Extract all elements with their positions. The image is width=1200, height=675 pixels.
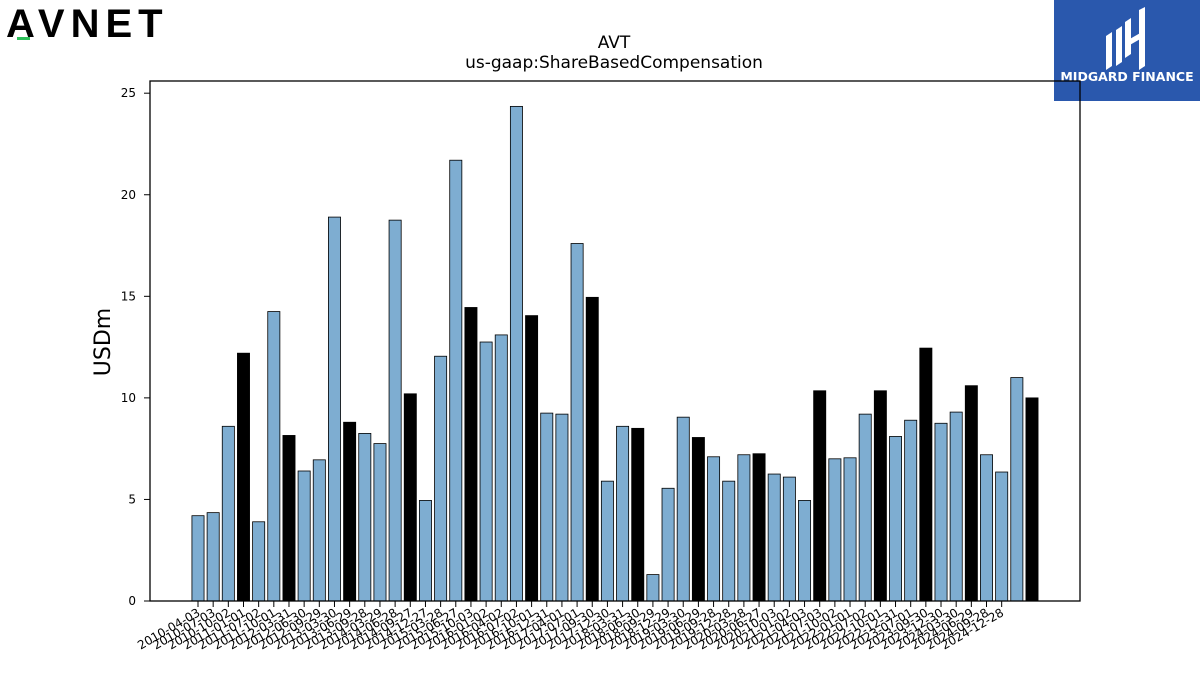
bar — [616, 425, 630, 602]
bars-group — [191, 105, 1039, 602]
bar — [889, 436, 902, 602]
avnet-logo-accent — [17, 37, 30, 40]
bar — [934, 422, 948, 602]
bar — [252, 521, 266, 602]
y-tick-label: 5 — [128, 492, 136, 506]
y-tick-label: 20 — [121, 188, 136, 202]
bar — [267, 311, 281, 602]
bar — [782, 476, 796, 602]
bar — [221, 425, 235, 602]
bar — [282, 435, 296, 602]
bar — [449, 159, 463, 602]
bar — [525, 315, 539, 602]
bar — [737, 454, 751, 602]
bar — [343, 421, 357, 602]
bar — [297, 470, 311, 602]
midgard-finance-badge: MIDGARD FINANCE — [1054, 0, 1200, 101]
bar — [509, 105, 523, 602]
midgard-emblem-icon — [1106, 7, 1145, 70]
bar — [691, 437, 705, 602]
bar — [798, 500, 812, 602]
bar — [949, 411, 963, 602]
bar — [403, 393, 417, 602]
avnet-logo: AVNET — [6, 2, 196, 48]
y-tick-label: 0 — [128, 594, 136, 608]
bar — [600, 480, 614, 602]
avnet-logo-graphic: AVNET — [6, 2, 169, 46]
bar — [858, 413, 872, 602]
bar — [328, 216, 341, 602]
chart-title: AVT — [598, 33, 631, 53]
bar — [1025, 397, 1039, 602]
bar — [464, 307, 478, 602]
bar — [418, 500, 432, 602]
y-tick-label: 15 — [121, 289, 136, 303]
bar — [358, 433, 372, 602]
bar — [494, 334, 508, 602]
x-axis: 2010-04-032010-07-032010-10-022011-01-01… — [135, 601, 1006, 652]
bar — [540, 412, 554, 602]
bar — [813, 390, 827, 602]
bar — [646, 574, 660, 602]
bar — [312, 459, 326, 602]
y-axis-label: USDm — [91, 308, 116, 376]
bar — [373, 443, 387, 602]
midgard-finance-graphic: MIDGARD FINANCE — [1054, 0, 1200, 101]
bar — [767, 473, 781, 602]
bar — [752, 453, 766, 602]
bar — [206, 512, 220, 602]
bar — [388, 219, 402, 602]
plot-frame — [149, 80, 1081, 602]
bar — [843, 457, 857, 602]
bar — [828, 458, 842, 602]
bar — [707, 456, 721, 602]
bar — [479, 341, 493, 602]
bar — [191, 515, 205, 602]
bar — [995, 471, 1009, 602]
bar — [661, 487, 675, 602]
bar — [722, 480, 736, 602]
bar — [1010, 377, 1024, 602]
midgard-finance-name: MIDGARD FINANCE — [1060, 69, 1193, 84]
bar — [980, 454, 993, 602]
y-tick-label: 25 — [121, 86, 136, 100]
bar — [237, 352, 250, 602]
bar — [555, 413, 569, 602]
y-axis: 0 5 10 15 20 25 — [121, 86, 150, 608]
bar — [964, 385, 978, 602]
bar — [570, 243, 584, 602]
bar — [919, 347, 933, 602]
bar — [904, 419, 918, 602]
bar — [873, 390, 887, 602]
bar — [676, 416, 690, 602]
chart-subtitle: us-gaap:ShareBasedCompensation — [465, 53, 763, 73]
bar — [631, 427, 645, 602]
bar — [585, 296, 599, 602]
y-tick-label: 10 — [121, 391, 136, 405]
avnet-logo-text: AVNET — [6, 2, 169, 44]
bar — [434, 355, 448, 602]
